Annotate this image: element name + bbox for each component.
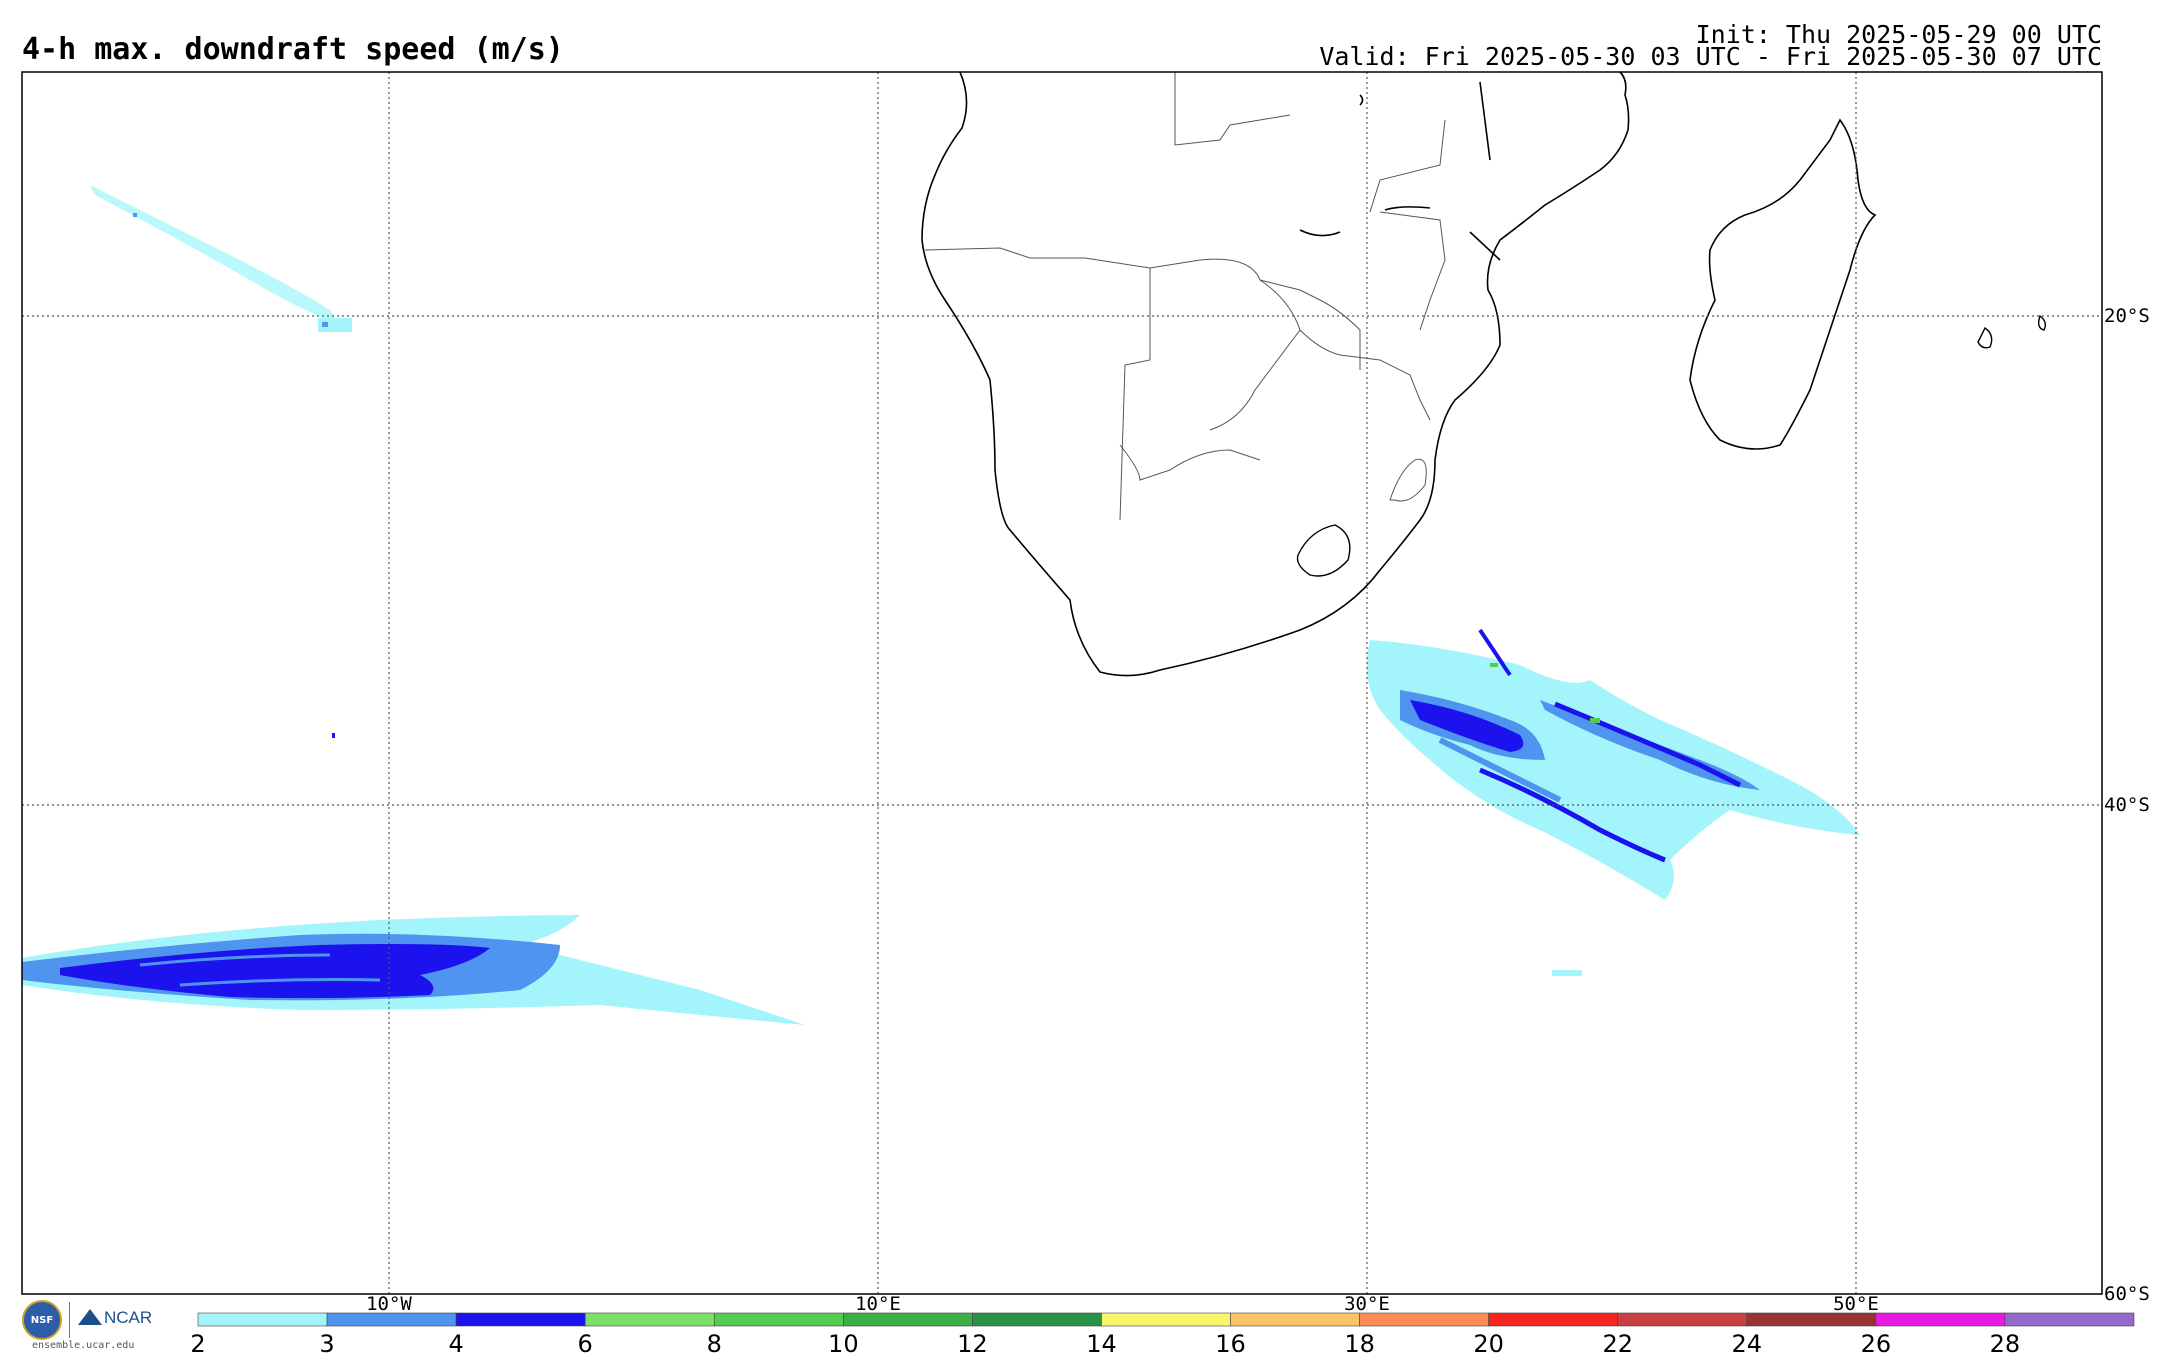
lat-label-60s: 60°S: [2104, 1283, 2150, 1305]
lon-label-10w: 10°W: [366, 1293, 412, 1315]
colorbar-tick-label: 4: [448, 1330, 463, 1354]
colorbar-tick-label: 20: [1473, 1330, 1504, 1354]
lon-label-50e: 50°E: [1833, 1293, 1879, 1315]
site-url: ensemble.ucar.edu: [32, 1340, 135, 1351]
madagascar-outline: [1689, 118, 2047, 450]
lesotho-outline: [1296, 524, 1351, 577]
colorbar-tick-label: 12: [957, 1330, 988, 1354]
lon-label-10e: 10°E: [855, 1293, 901, 1315]
colorbar-swatch: [326, 1312, 457, 1327]
lat-label-40s: 40°S: [2104, 794, 2150, 816]
init-time: Init: Thu 2025-05-29 00 UTC: [1695, 20, 2102, 49]
colorbar-tick-label: 26: [1861, 1330, 1892, 1354]
colorbar-swatch: [972, 1312, 1102, 1327]
colorbar-swatch: [1359, 1312, 1489, 1327]
africa-coastline: [921, 71, 1630, 677]
africa-borders: [924, 72, 1446, 521]
latitude-labels: 20°S 40°S 60°S: [2104, 305, 2150, 1305]
logo-divider: [69, 1302, 70, 1338]
graticule: [22, 72, 2102, 1294]
nsf-logo: NSF: [22, 1300, 62, 1340]
ncar-logo: NCAR: [78, 1308, 152, 1328]
longitude-labels: 10°W 10°E 30°E 50°E: [366, 1293, 1879, 1315]
colorbar-tick-label: 2: [190, 1330, 205, 1354]
colorbar-swatch: [1230, 1312, 1360, 1327]
colorbar-swatch: [2004, 1312, 2135, 1327]
colorbar-tick-label: 14: [1086, 1330, 1117, 1354]
colorbar-swatch: [1101, 1312, 1231, 1327]
colorbar-tick-label: 28: [1990, 1330, 2021, 1354]
colorbar-tick-label: 24: [1732, 1330, 1763, 1354]
colorbar-swatch: [1746, 1312, 1877, 1327]
colorbar-tick-label: 16: [1215, 1330, 1246, 1354]
lon-label-30e: 30°E: [1344, 1293, 1390, 1315]
downdraft-field-southeast: [1366, 628, 1860, 976]
colorbar-swatch: [843, 1312, 973, 1327]
colorbar-swatch: [1875, 1312, 2006, 1327]
colorbar-tick-label: 18: [1344, 1330, 1375, 1354]
colorbar-swatch: [584, 1312, 715, 1327]
colorbar-swatch: [455, 1312, 586, 1327]
colorbar-swatch: [197, 1312, 328, 1327]
downdraft-field-northwest: [90, 185, 352, 738]
downdraft-field-southwest: [22, 915, 805, 1025]
colorbar-swatch: [713, 1312, 844, 1327]
colorbar-tick-label: 22: [1602, 1330, 1633, 1354]
colorbar-tick-label: 8: [707, 1330, 722, 1354]
lakes: [1299, 81, 1501, 261]
colorbar-tick-label: 6: [578, 1330, 593, 1354]
colorbar-tick-label: 10: [828, 1330, 859, 1354]
logo-block: NSF NCAR ensemble.ucar.edu: [22, 1300, 162, 1352]
map-border: [21, 71, 2103, 1295]
ncar-mark-icon: [78, 1309, 102, 1325]
colorbar-tick-label: 3: [319, 1330, 334, 1354]
map-title: 4-h max. downdraft speed (m/s): [22, 32, 564, 67]
valid-time: Valid: Fri 2025-05-30 03 UTC - Fri 2025-…: [1319, 42, 2102, 71]
lat-label-20s: 20°S: [2104, 305, 2150, 327]
colorbar-swatch: [1488, 1312, 1619, 1327]
colorbar-swatch: [1617, 1312, 1748, 1327]
ncar-logo-text: NCAR: [104, 1308, 153, 1327]
colorbar: 2 3 4 6 8 10 12 14 16 18 20 22 24 26 28: [190, 1312, 2135, 1354]
